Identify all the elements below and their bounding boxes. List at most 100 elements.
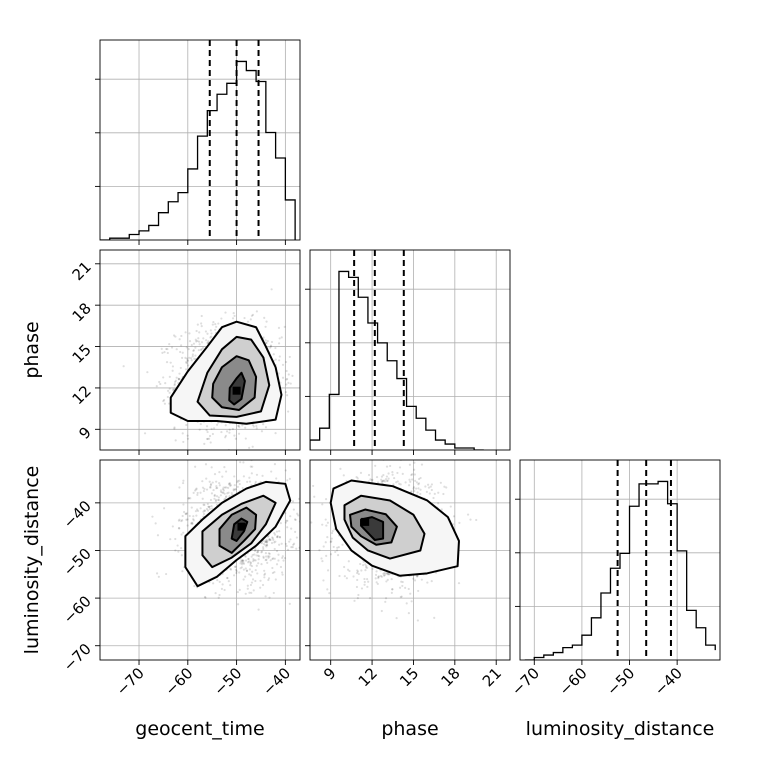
sample-point xyxy=(249,465,252,468)
sample-point xyxy=(234,565,237,568)
sample-point xyxy=(263,573,266,576)
joint-panel-geocent_time-vs-phase xyxy=(95,249,301,455)
sample-point xyxy=(339,467,342,470)
sample-point xyxy=(325,554,328,557)
sample-point xyxy=(458,521,461,524)
sample-point xyxy=(321,503,324,506)
sample-point xyxy=(374,577,377,580)
sample-point xyxy=(249,562,252,565)
sample-point xyxy=(202,489,206,493)
sample-point xyxy=(194,489,197,492)
sample-point xyxy=(258,555,261,558)
sample-point xyxy=(251,578,255,581)
x-tick-label: 21 xyxy=(479,664,505,690)
sample-point xyxy=(122,365,125,368)
sample-point xyxy=(182,503,185,506)
sample-point xyxy=(404,481,407,484)
sample-point xyxy=(416,574,419,577)
sample-point xyxy=(151,515,154,518)
sample-point xyxy=(244,592,247,595)
sample-point xyxy=(201,497,204,500)
sample-point xyxy=(240,559,244,562)
sample-point xyxy=(178,518,181,521)
sample-point xyxy=(196,493,199,496)
sample-point xyxy=(289,515,292,518)
sample-point xyxy=(419,476,422,480)
sample-point xyxy=(273,463,277,466)
sample-point xyxy=(437,502,440,505)
sample-point xyxy=(161,351,164,354)
sample-point xyxy=(263,576,266,579)
sample-point xyxy=(241,424,244,427)
sample-point xyxy=(335,549,339,552)
x-tick-label: −70 xyxy=(113,664,148,699)
sample-point xyxy=(254,482,257,485)
sample-point xyxy=(205,477,208,480)
sample-point xyxy=(222,491,225,494)
sample-point xyxy=(208,434,212,438)
sample-point xyxy=(251,553,254,557)
sample-point xyxy=(417,487,420,490)
sample-point xyxy=(277,342,281,345)
sample-point xyxy=(285,369,288,373)
sample-point xyxy=(264,540,267,543)
sample-point xyxy=(171,525,174,528)
sample-point xyxy=(385,475,389,478)
sample-point xyxy=(356,570,360,573)
sample-point xyxy=(374,573,378,576)
x-tick-label: −50 xyxy=(603,664,638,699)
sample-point xyxy=(331,529,334,533)
sample-point xyxy=(239,562,242,565)
sample-point xyxy=(263,572,267,575)
sample-point xyxy=(206,502,209,506)
sample-point xyxy=(276,536,279,539)
sample-point xyxy=(279,565,283,569)
sample-point xyxy=(289,382,292,385)
sample-point xyxy=(413,473,416,476)
sample-point xyxy=(359,562,362,566)
sample-point xyxy=(375,475,379,479)
sample-point xyxy=(251,570,254,573)
sample-point xyxy=(374,464,377,467)
sample-point xyxy=(205,425,209,428)
sample-point xyxy=(430,488,433,492)
y-tick-label: 18 xyxy=(69,299,95,325)
hist-panel-luminosity_distance xyxy=(515,459,721,665)
sample-point xyxy=(284,521,287,524)
sample-point xyxy=(221,583,224,586)
sample-point xyxy=(224,486,227,489)
sample-point xyxy=(267,555,270,558)
x-tick-label: −40 xyxy=(651,664,686,699)
sample-point xyxy=(237,453,239,455)
sample-point xyxy=(288,540,291,543)
sample-point xyxy=(181,519,184,522)
sample-point xyxy=(233,484,236,487)
sample-point xyxy=(226,492,229,495)
sample-point xyxy=(266,340,269,343)
sample-point xyxy=(207,505,211,509)
sample-point xyxy=(241,559,245,562)
sample-point xyxy=(271,571,274,575)
sample-point xyxy=(219,489,222,492)
x-tick-label: −60 xyxy=(162,664,197,699)
sample-point xyxy=(203,509,206,512)
sample-point xyxy=(241,563,244,566)
sample-point xyxy=(185,361,188,364)
sample-point xyxy=(269,559,272,562)
sample-point xyxy=(269,344,273,347)
sample-point xyxy=(324,541,327,544)
sample-point xyxy=(255,473,259,476)
x-tick-label: −50 xyxy=(210,664,245,699)
sample-point xyxy=(267,577,271,580)
sample-point xyxy=(174,439,177,442)
sample-point xyxy=(382,574,386,577)
sample-point xyxy=(262,547,265,551)
sample-point xyxy=(217,496,220,499)
sample-point xyxy=(259,579,262,582)
sample-point xyxy=(384,597,388,600)
sample-point xyxy=(143,432,147,435)
sample-point xyxy=(209,498,213,502)
sample-point xyxy=(395,617,398,620)
sample-point xyxy=(185,361,188,365)
sample-point xyxy=(442,492,445,496)
